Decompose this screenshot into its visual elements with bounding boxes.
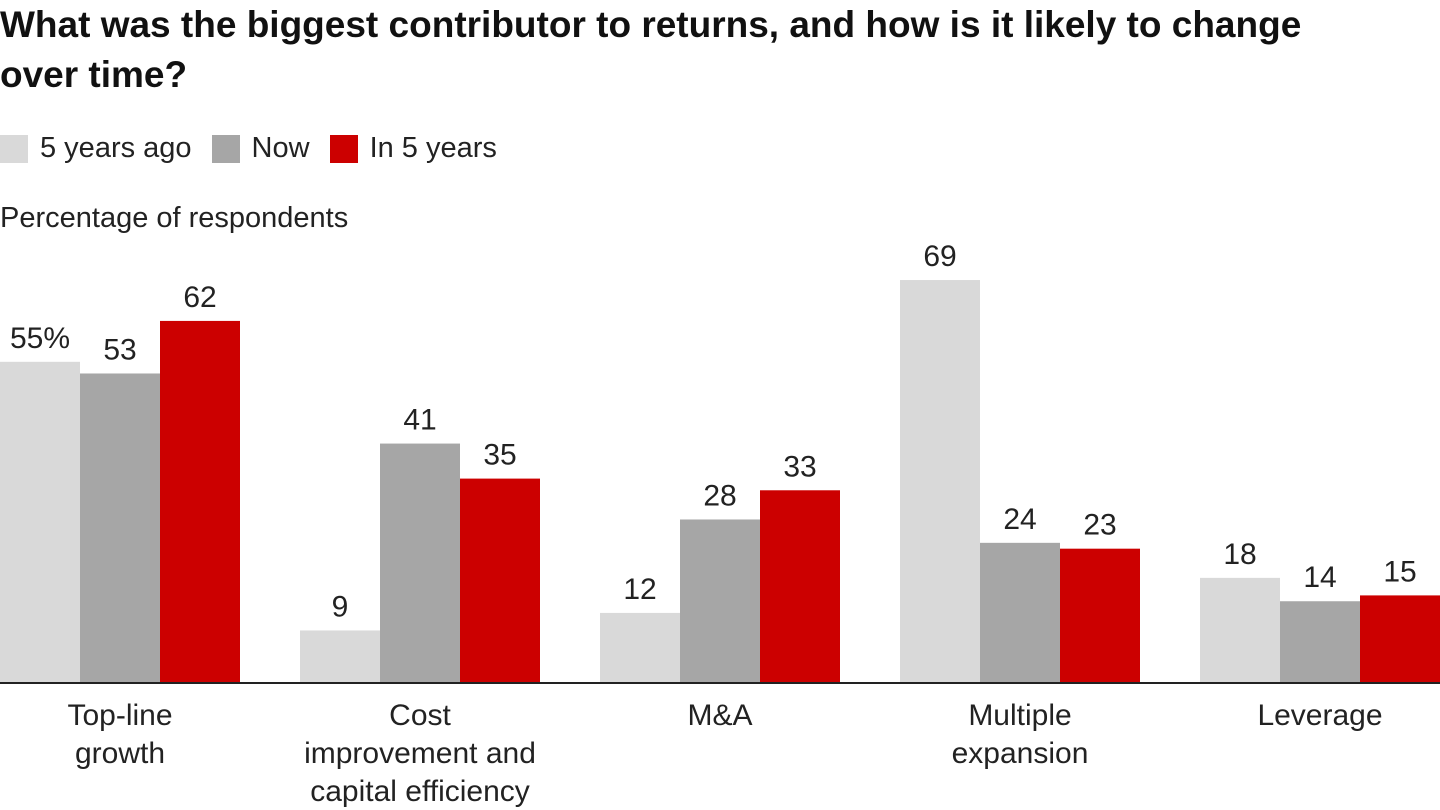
bar [460, 478, 540, 683]
value-label: 9 [332, 590, 349, 623]
x-tick-label: expansion [952, 737, 1089, 770]
legend: 5 years ago Now In 5 years [0, 132, 517, 165]
x-tick-label: growth [75, 737, 165, 770]
legend-swatch [211, 134, 240, 163]
value-label: 28 [703, 479, 736, 512]
bar [1200, 577, 1280, 683]
bar [300, 630, 380, 683]
value-label: 15 [1383, 555, 1416, 588]
bar [380, 443, 460, 683]
bar [760, 490, 840, 683]
bar [1280, 601, 1360, 683]
legend-label: 5 years ago [40, 132, 192, 164]
legend-item: Now [211, 132, 310, 165]
value-label: 12 [623, 573, 656, 606]
x-tick-label: capital efficiency [310, 775, 530, 808]
chart-title: What was the biggest contributor to retu… [0, 4, 1302, 95]
x-tick-label: Leverage [1257, 699, 1382, 732]
bar [600, 612, 680, 683]
value-label: 62 [183, 281, 216, 314]
x-tick-label: improvement and [304, 737, 536, 770]
x-tick-label: Cost [389, 699, 451, 732]
value-label: 24 [1003, 503, 1036, 536]
legend-item: In 5 years [329, 132, 497, 165]
value-label: 41 [403, 404, 436, 437]
x-tick-label: Top-line [67, 699, 172, 732]
x-tick-label: Multiple [968, 699, 1071, 732]
bar [160, 320, 240, 683]
value-label: 18 [1223, 538, 1256, 571]
bar [900, 280, 980, 683]
value-label: 23 [1083, 509, 1116, 542]
chart-subtitle: Percentage of respondents [0, 202, 349, 234]
bar [980, 542, 1060, 683]
bar [1060, 548, 1140, 683]
value-label: 14 [1303, 561, 1336, 594]
value-label: 53 [103, 333, 136, 366]
bar [680, 519, 760, 683]
legend-label: In 5 years [369, 132, 497, 164]
legend-label: Now [251, 132, 310, 164]
value-label: 35 [483, 439, 516, 472]
value-label: 55% [10, 322, 70, 355]
legend-swatch [0, 134, 28, 163]
legend-swatch [329, 134, 358, 163]
bar [0, 361, 80, 683]
legend-item: 5 years ago [0, 132, 192, 165]
x-tick-label: M&A [687, 699, 752, 732]
bar [80, 373, 160, 683]
value-label: 69 [923, 240, 956, 273]
bar [1360, 595, 1440, 683]
value-label: 33 [783, 450, 816, 483]
